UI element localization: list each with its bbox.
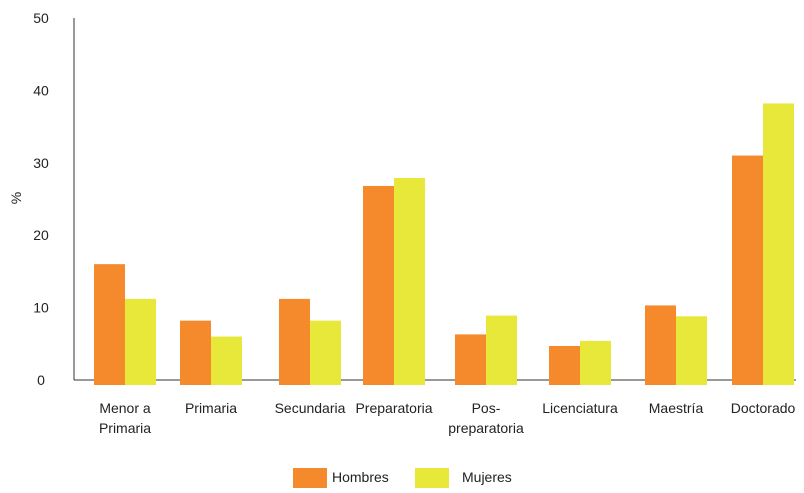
x-category-label: Secundaria	[275, 400, 346, 416]
x-category-label: preparatoria	[448, 420, 524, 436]
bar-hombres-0	[94, 264, 125, 385]
bar-hombres-4	[455, 334, 486, 385]
y-tick-label: 0	[37, 372, 45, 388]
legend: Hombres Mujeres	[293, 468, 512, 488]
y-axis: 0 10 20 30 40 50	[33, 10, 75, 388]
legend-swatch-mujeres	[415, 468, 449, 488]
bar-mujeres-7	[763, 103, 794, 385]
y-tick-label: 10	[33, 300, 49, 316]
y-tick-label: 20	[33, 227, 49, 243]
legend-label-mujeres: Mujeres	[462, 469, 512, 485]
x-category-label: Preparatoria	[355, 400, 432, 416]
bar-mujeres-6	[676, 316, 707, 385]
category-labels: Menor a Primaria Primaria Secundaria Prepara…	[99, 400, 796, 436]
x-category-label: Menor a	[99, 400, 151, 416]
y-tick-label: 50	[33, 10, 49, 26]
bar-hombres-5	[549, 345, 580, 385]
bar-mujeres-5	[580, 340, 611, 385]
bar-mujeres-2	[310, 320, 341, 385]
x-category-label: Licenciatura	[542, 400, 618, 416]
y-tick-label: 40	[33, 82, 49, 98]
x-category-label: Primaria	[185, 400, 237, 416]
x-category-label: Pos-	[472, 400, 501, 416]
bar-hombres-1	[180, 320, 211, 385]
bar-hombres-6	[645, 305, 676, 385]
y-tick-label: 30	[33, 155, 49, 171]
x-category-label: Primaria	[99, 420, 151, 436]
legend-label-hombres: Hombres	[332, 469, 389, 485]
bar-hombres-2	[279, 298, 310, 385]
bar-hombres-3	[363, 185, 394, 385]
legend-swatch-hombres	[293, 468, 327, 488]
bars	[94, 103, 794, 385]
bar-mujeres-1	[211, 336, 242, 385]
bar-hombres-7	[732, 155, 763, 385]
bar-mujeres-4	[486, 315, 517, 385]
bar-mujeres-0	[125, 298, 156, 385]
x-category-label: Doctorado	[731, 400, 796, 416]
y-axis-title: %	[8, 192, 24, 204]
x-category-label: Maestría	[649, 400, 704, 416]
bar-mujeres-3	[394, 178, 425, 385]
